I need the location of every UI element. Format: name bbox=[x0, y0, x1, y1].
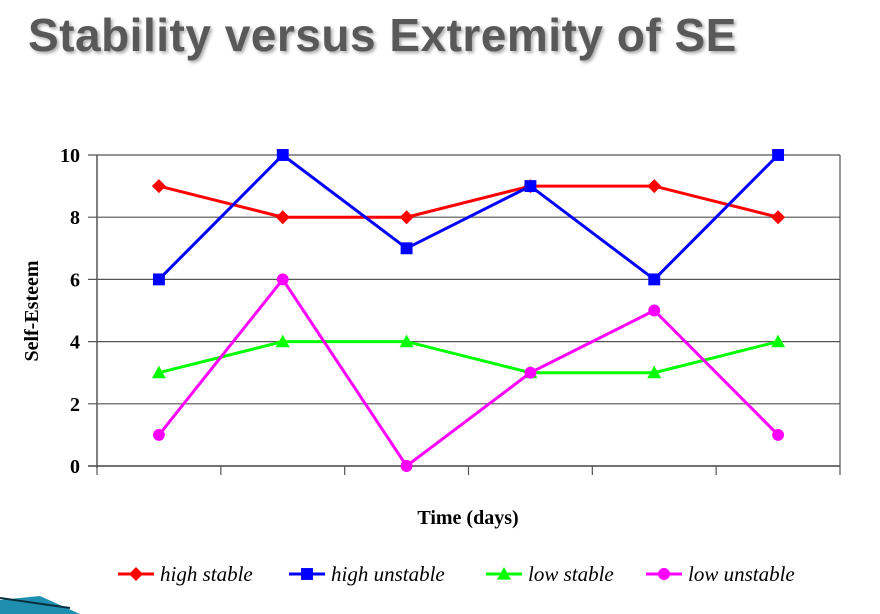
data-point-low-unstable bbox=[400, 460, 413, 472]
series-line-low-stable bbox=[158, 340, 779, 375]
y-tick-label: 0 bbox=[70, 456, 80, 478]
data-point-high-stable bbox=[771, 210, 786, 225]
data-point-low-unstable bbox=[152, 428, 165, 441]
series-line-high-unstable bbox=[157, 153, 780, 282]
data-point-high-unstable bbox=[276, 149, 289, 161]
data-point-high-stable bbox=[151, 179, 166, 194]
data-point-low-unstable bbox=[524, 366, 537, 379]
legend-marker bbox=[301, 568, 313, 580]
y-tick-label: 2 bbox=[70, 394, 80, 416]
decorative-swoosh-edge bbox=[0, 597, 71, 609]
y-tick-label: 10 bbox=[60, 145, 80, 167]
data-point-high-stable bbox=[647, 179, 662, 194]
data-point-low-stable bbox=[275, 334, 290, 348]
legend-marker bbox=[497, 567, 511, 580]
data-point-high-unstable bbox=[152, 273, 165, 286]
legend-label: high stable bbox=[160, 562, 253, 586]
legend-label: low unstable bbox=[688, 562, 795, 586]
data-point-high-stable bbox=[275, 210, 290, 225]
y-axis-label: Self-Esteem bbox=[21, 260, 43, 361]
data-point-low-stable bbox=[399, 334, 414, 348]
data-point-low-unstable bbox=[648, 304, 661, 317]
y-tick-label: 6 bbox=[70, 269, 80, 291]
legend-marker bbox=[658, 568, 670, 580]
data-point-low-stable bbox=[151, 365, 166, 379]
data-point-high-unstable bbox=[648, 273, 661, 286]
data-point-high-unstable bbox=[524, 180, 537, 193]
data-point-high-unstable bbox=[400, 242, 413, 255]
data-point-low-unstable bbox=[772, 428, 785, 441]
legend-label: low stable bbox=[528, 562, 614, 586]
legend-label: high unstable bbox=[331, 562, 445, 586]
decorative-swoosh bbox=[0, 596, 80, 614]
data-point-low-unstable bbox=[276, 273, 289, 286]
series-line-low-unstable bbox=[157, 276, 780, 469]
data-point-low-stable bbox=[771, 334, 786, 348]
data-point-high-stable bbox=[399, 210, 414, 225]
slide-title: Stability versus Extremity of SE bbox=[28, 9, 737, 61]
y-tick-label: 8 bbox=[70, 207, 80, 229]
series-line-high-stable bbox=[158, 184, 779, 219]
x-axis-label: Time (days) bbox=[417, 507, 518, 529]
legend-marker bbox=[129, 567, 143, 581]
data-point-high-unstable bbox=[772, 149, 785, 161]
data-point-low-stable bbox=[647, 365, 662, 379]
y-tick-label: 4 bbox=[70, 332, 80, 354]
